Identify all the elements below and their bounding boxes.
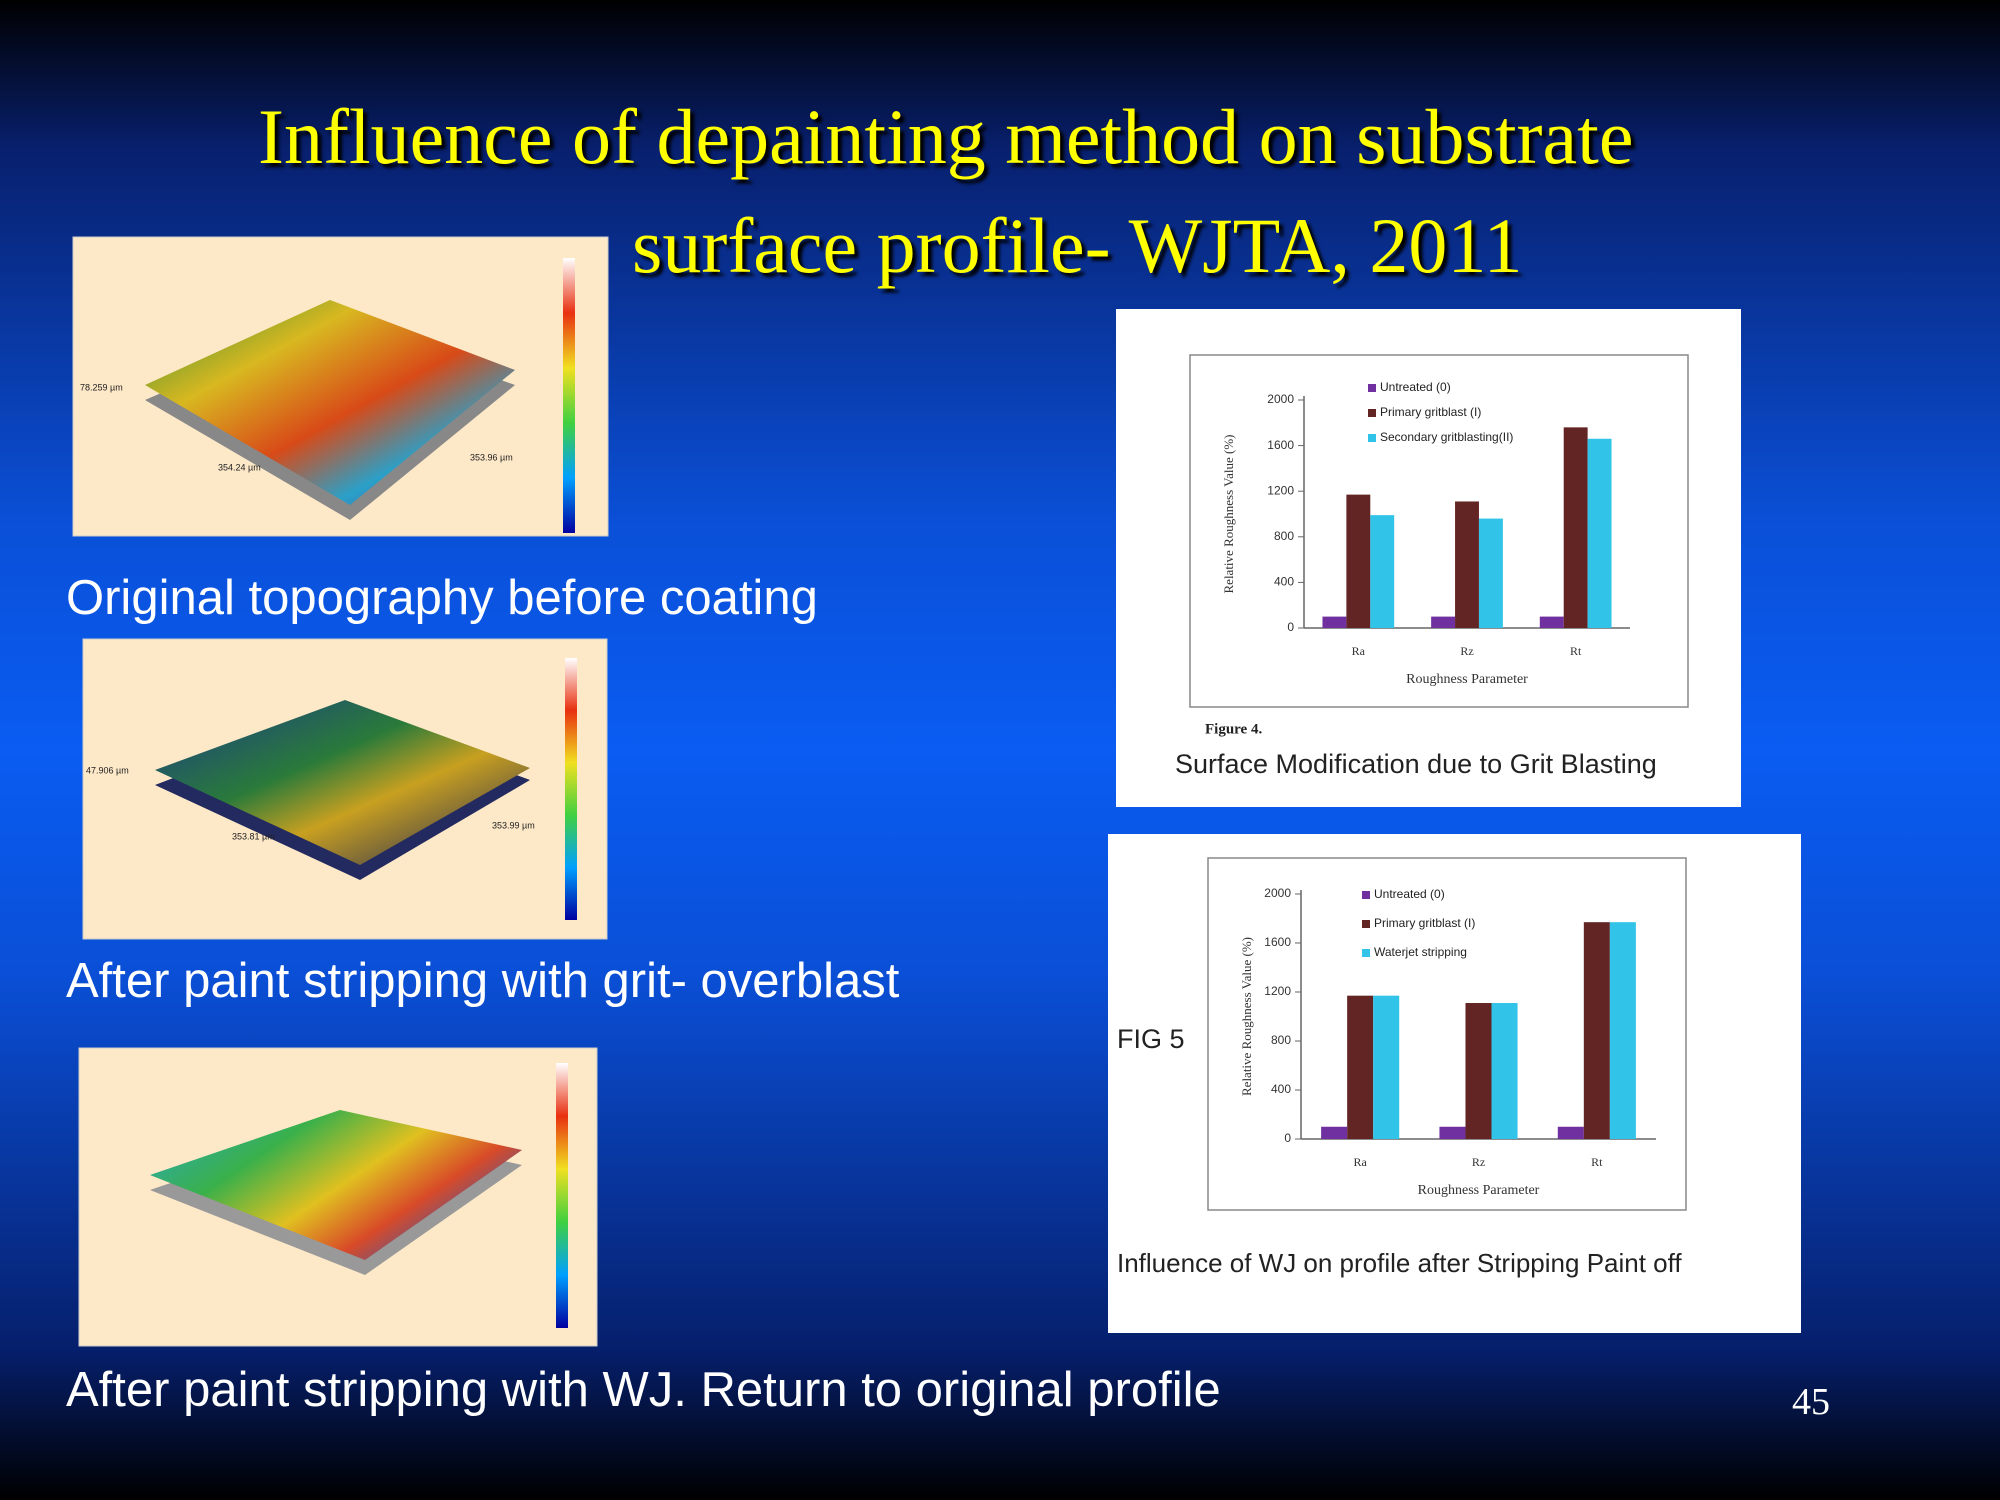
y-tick-label: 1600	[1264, 935, 1291, 949]
x-tick-label: Ra	[1353, 1155, 1367, 1169]
bar	[1370, 515, 1395, 628]
topo-label: 78.259 µm	[80, 382, 123, 392]
x-axis-label: Roughness Parameter	[1418, 1183, 1540, 1198]
legend-swatch	[1368, 409, 1376, 417]
bar	[1465, 1003, 1492, 1139]
bar	[1321, 1126, 1348, 1139]
topo-label: 354.24 µm	[218, 462, 261, 472]
page-number: 45	[1792, 1381, 1830, 1423]
legend-label: Secondary gritblasting(II)	[1380, 430, 1513, 444]
topo-label: 353.99 µm	[492, 820, 535, 830]
bar	[1609, 922, 1636, 1139]
topo-label: 353.81 µm	[232, 831, 275, 841]
y-tick-label: 1200	[1264, 984, 1291, 998]
chart-frame	[1207, 857, 1687, 1211]
bar	[1491, 1003, 1518, 1139]
legend-label: Waterjet stripping	[1374, 945, 1467, 959]
bar	[1455, 501, 1479, 628]
y-tick-label: 1600	[1267, 438, 1294, 452]
bar	[1557, 1126, 1584, 1139]
bar	[1431, 616, 1456, 628]
y-tick-label: 0	[1287, 620, 1294, 634]
x-axis-label: Roughness Parameter	[1406, 672, 1528, 687]
bar	[1439, 1126, 1466, 1139]
legend-label: Untreated (0)	[1374, 887, 1445, 901]
figure-label: FIG 5	[1117, 1024, 1185, 1054]
title-line: Influence of depainting method on substr…	[258, 93, 1634, 180]
figure-caption: Surface Modification due to Grit Blastin…	[1175, 749, 1657, 779]
topo-label: 47.906 µm	[86, 765, 129, 775]
x-tick-label: Rz	[1472, 1155, 1485, 1169]
title-line: surface profile- WJTA, 2011	[632, 202, 1523, 289]
legend-swatch	[1362, 920, 1370, 928]
y-tick-label: 800	[1274, 529, 1294, 543]
caption: Original topography before coating	[66, 571, 818, 625]
bar	[1373, 995, 1400, 1139]
bar	[1563, 427, 1588, 628]
bar	[1583, 922, 1610, 1139]
y-tick-label: 1200	[1267, 483, 1294, 497]
chart-frame	[1189, 354, 1689, 708]
y-axis-label: Relative Roughness Value (%)	[1221, 435, 1236, 594]
x-tick-label: Rz	[1460, 644, 1473, 658]
x-tick-label: Rt	[1591, 1155, 1603, 1169]
topography-3	[78, 1047, 598, 1347]
y-tick-label: 2000	[1264, 886, 1291, 900]
topography-2	[82, 638, 608, 940]
bar	[1347, 995, 1374, 1139]
legend-swatch	[1368, 384, 1376, 392]
y-axis-label: Relative Roughness Value (%)	[1239, 937, 1254, 1096]
y-tick-label: 800	[1271, 1033, 1291, 1047]
bar	[1587, 438, 1612, 628]
bar	[1346, 494, 1371, 628]
caption: After paint stripping with grit- overbla…	[66, 954, 900, 1008]
y-tick-label: 0	[1284, 1131, 1291, 1145]
legend-swatch	[1362, 891, 1370, 899]
legend-label: Untreated (0)	[1380, 380, 1451, 394]
bar	[1539, 616, 1564, 628]
topography-1	[72, 236, 609, 537]
chart-panel	[1116, 309, 1741, 807]
figure-label: Figure 4.	[1205, 721, 1262, 737]
legend-swatch	[1362, 949, 1370, 957]
x-tick-label: Rt	[1570, 644, 1582, 658]
legend-label: Primary gritblast (I)	[1380, 405, 1481, 419]
x-tick-label: Ra	[1352, 644, 1366, 658]
bar	[1478, 518, 1503, 628]
legend-swatch	[1368, 434, 1376, 442]
figure-caption: Influence of WJ on profile after Strippi…	[1117, 1248, 1682, 1278]
topo-label: 353.96 µm	[470, 452, 513, 462]
y-tick-label: 400	[1274, 575, 1294, 589]
legend-label: Primary gritblast (I)	[1374, 916, 1475, 930]
y-tick-label: 2000	[1267, 392, 1294, 406]
bar	[1322, 616, 1347, 628]
caption: After paint stripping with WJ. Return to…	[66, 1363, 1221, 1417]
y-tick-label: 400	[1271, 1082, 1291, 1096]
